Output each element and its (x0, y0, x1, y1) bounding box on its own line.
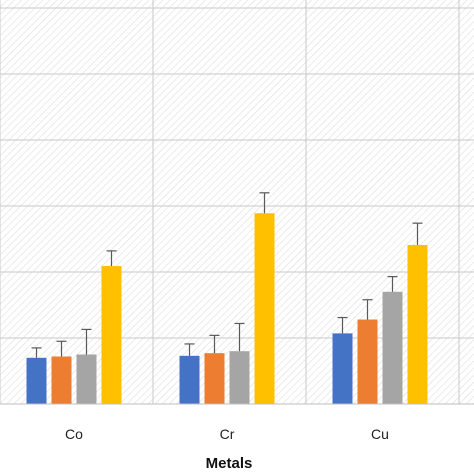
bar (332, 333, 353, 404)
x-axis-title: Metals (206, 455, 253, 472)
bar-series (26, 213, 428, 404)
plot-area (0, 0, 474, 404)
bar (26, 357, 47, 404)
bar (382, 291, 403, 404)
x-tick-label: Cr (220, 426, 235, 442)
error-bars (31, 192, 423, 358)
bar (76, 354, 97, 404)
x-tick-label: Cu (371, 426, 389, 442)
bar (51, 356, 72, 404)
bar (407, 244, 428, 404)
bar (179, 355, 200, 404)
bar (254, 213, 275, 404)
bar (204, 353, 225, 404)
bar (101, 266, 122, 404)
gridlines (0, 0, 474, 404)
bar (229, 351, 250, 404)
bar (357, 319, 378, 404)
x-tick-labels: Co Cr Cu (65, 426, 389, 442)
x-tick-label: Co (65, 426, 83, 442)
